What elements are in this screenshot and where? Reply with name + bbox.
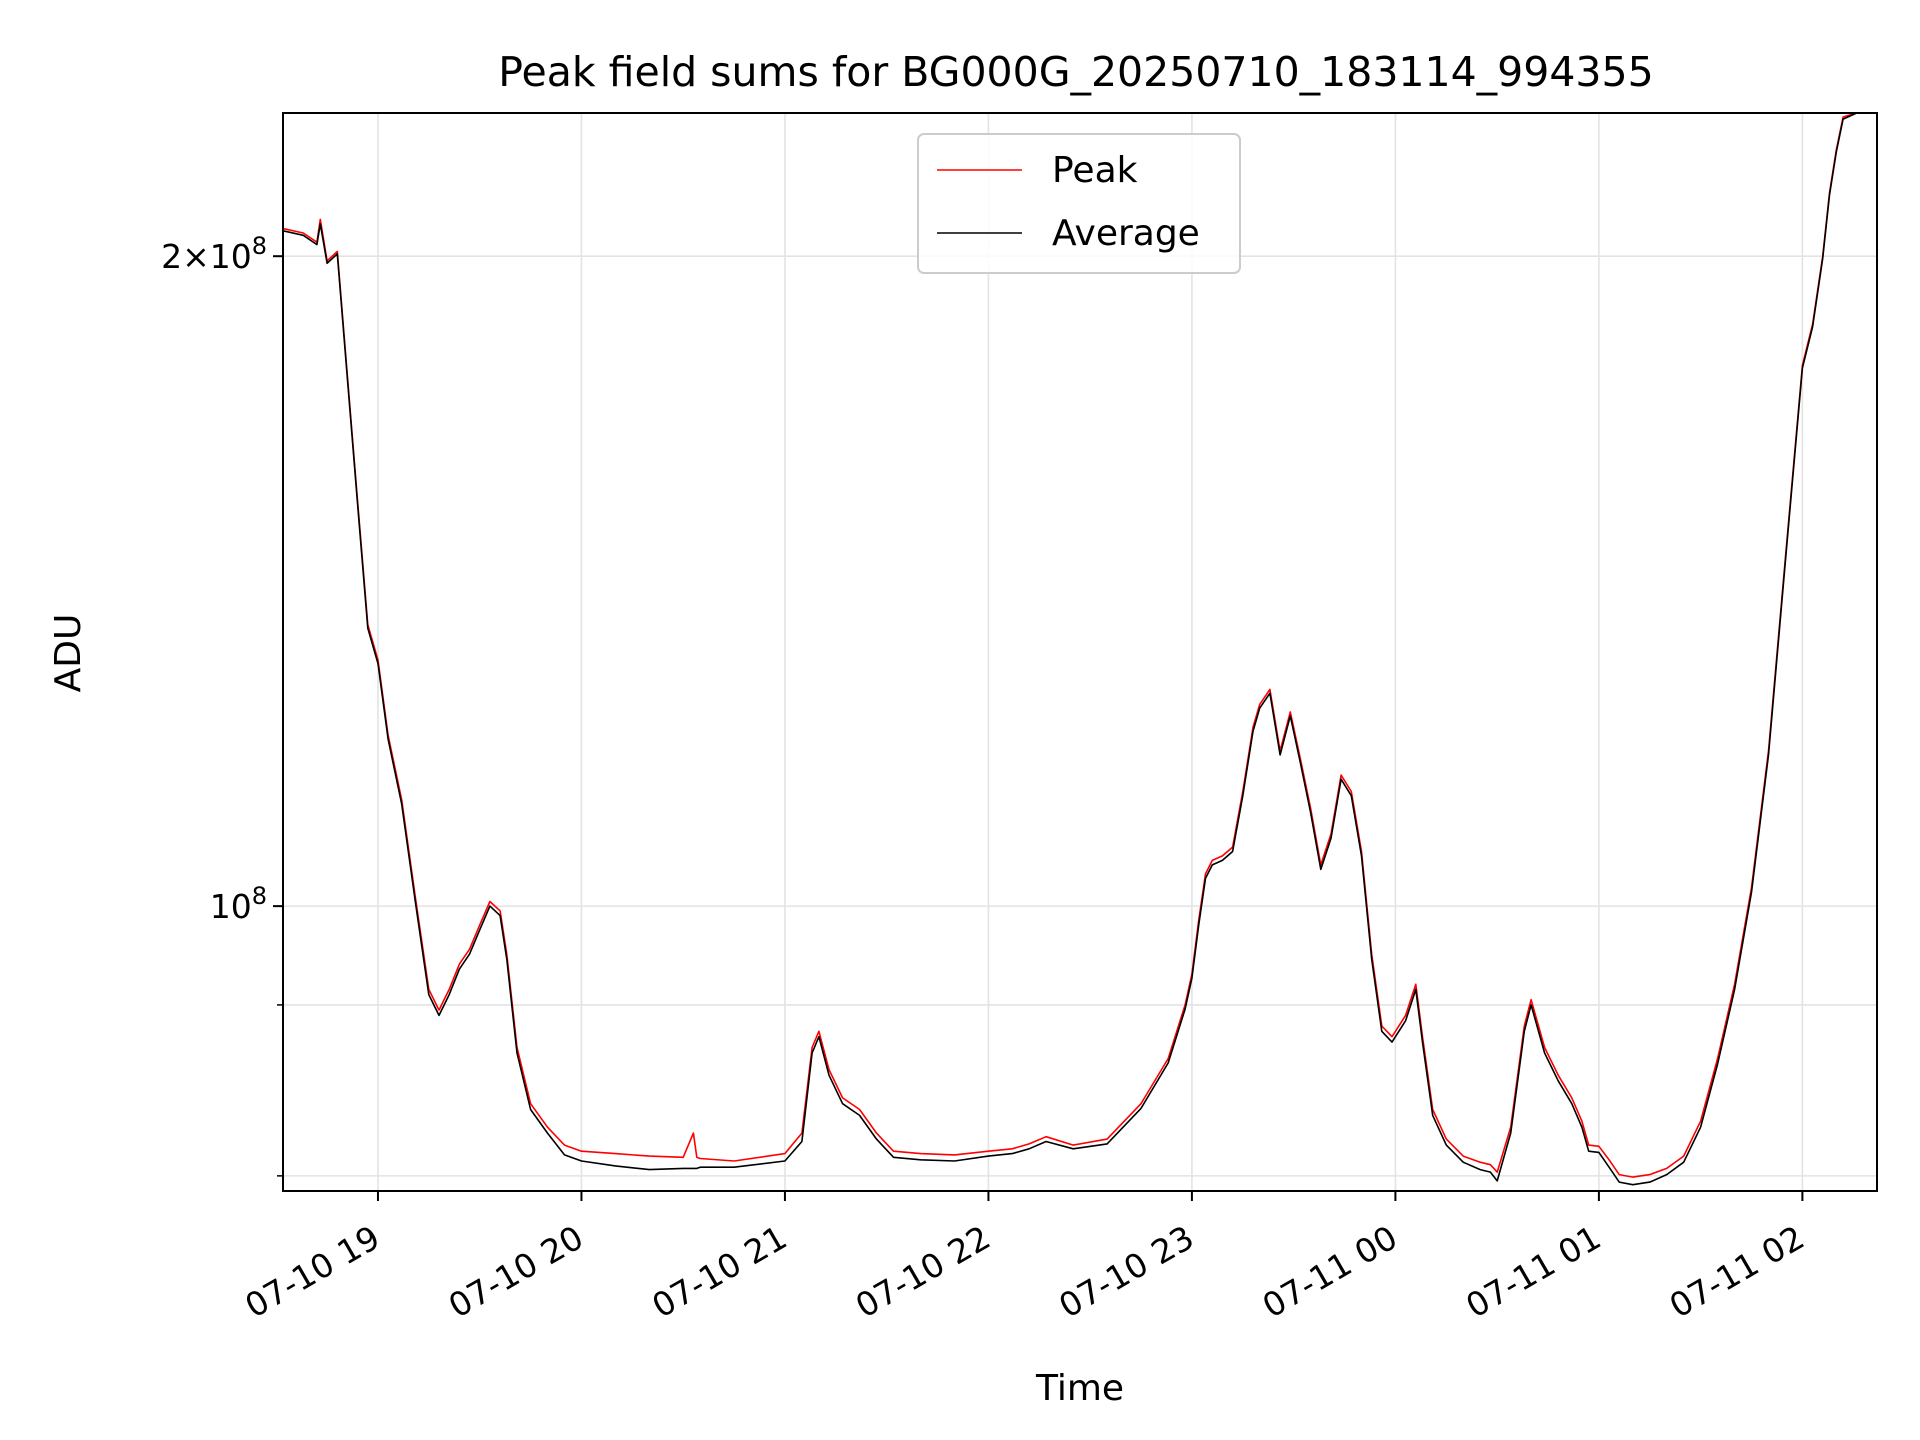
y-tick-label: 108 [210, 882, 267, 926]
plot-frame [282, 112, 1878, 1192]
y-tick-label: 2×108 [161, 232, 267, 276]
legend: Peak Average [917, 133, 1241, 274]
x-axis-label: Time [1035, 1368, 1124, 1409]
series-line-peak [283, 113, 1877, 1178]
y-axis-label: ADU [48, 614, 89, 693]
series-line-average [283, 113, 1877, 1186]
y-axis-ticks: 108 2×108 [161, 232, 283, 1177]
chart-title: Peak field sums for BG000G_20250710_1831… [498, 48, 1653, 96]
legend-box [917, 133, 1241, 274]
legend-label-peak: Peak [1052, 150, 1138, 191]
series-layer [283, 113, 1877, 1186]
legend-label-average: Average [1052, 213, 1200, 254]
